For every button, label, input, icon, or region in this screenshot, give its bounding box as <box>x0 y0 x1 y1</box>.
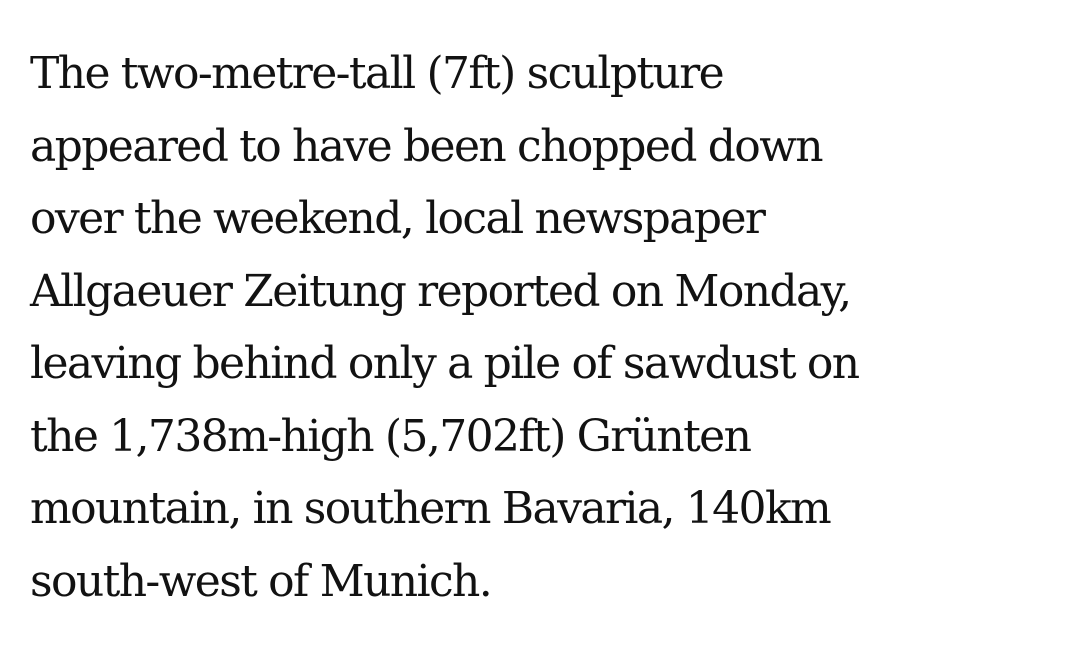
paragraph-line: The two-metre-tall (7ft) sculpture <box>30 48 725 99</box>
paragraph-line: over the weekend, local newspaper <box>30 193 766 244</box>
article-paragraph: The two-metre-tall (7ft) sculpture appea… <box>30 38 1050 618</box>
paragraph-line: leaving behind only a pile of sawdust on <box>30 338 860 389</box>
article-body: The two-metre-tall (7ft) sculpture appea… <box>30 38 1050 618</box>
paragraph-line: Allgaeuer Zeitung reported on Monday, <box>30 265 852 317</box>
paragraph-line: mountain, in southern Bavaria, 140km <box>30 483 832 534</box>
paragraph-line: south-west of Munich. <box>30 555 493 607</box>
paragraph-line: the 1,738m-high (5,702ft) Grünten <box>30 410 752 462</box>
paragraph-line: appeared to have been chopped down <box>30 120 824 172</box>
